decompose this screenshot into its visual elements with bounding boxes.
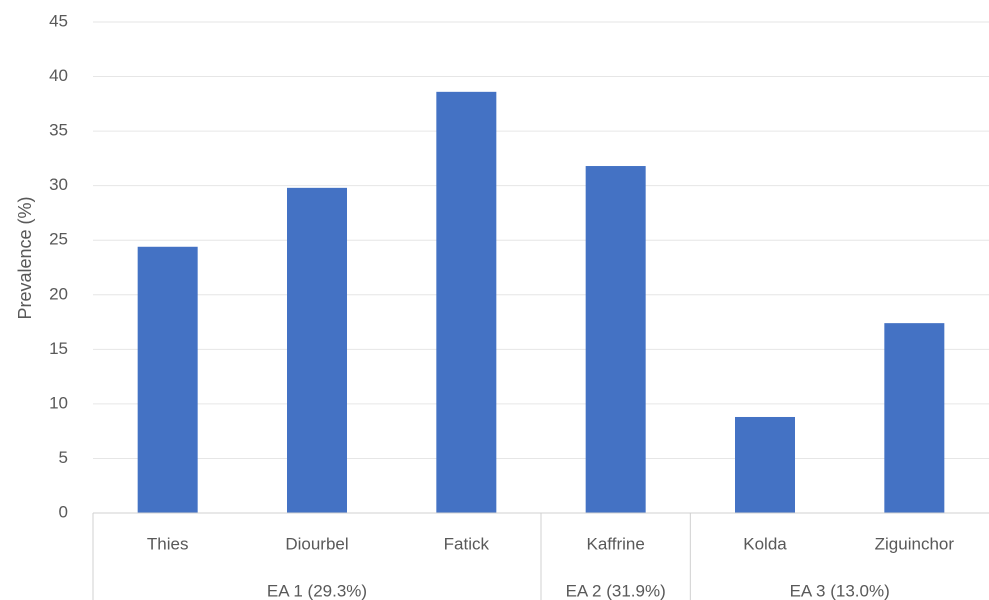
- y-tick-label: 10: [49, 393, 68, 412]
- y-tick-label: 25: [49, 230, 68, 249]
- y-axis-ticks: 0 5 10 15 20 25 30 35 40 45: [49, 11, 68, 521]
- x-group-label: EA 2 (31.9%): [566, 581, 666, 600]
- y-tick-label: 30: [49, 175, 68, 194]
- bar-kaffrine: [585, 166, 646, 513]
- bar-fatick: [436, 91, 497, 513]
- y-axis-title: Prevalence (%): [15, 196, 35, 319]
- y-tick-label: 5: [59, 448, 68, 467]
- bars: [137, 91, 945, 514]
- x-category-label: Thies: [147, 534, 189, 553]
- bar-diourbel: [287, 187, 347, 514]
- x-category-label: Diourbel: [285, 534, 348, 553]
- x-category-label: Fatick: [444, 534, 490, 553]
- y-tick-label: 20: [49, 284, 68, 303]
- x-category-label: Kolda: [743, 534, 787, 553]
- x-axis: Thies Diourbel Fatick Kaffrine Kolda Ziguinch…: [92, 512, 989, 600]
- y-tick-label: 0: [59, 502, 68, 521]
- bar-ziguinchor: [884, 323, 945, 513]
- x-group-label: EA 3 (13.0%): [790, 581, 890, 600]
- x-category-label: Kaffrine: [587, 534, 645, 553]
- bar-thies: [137, 246, 198, 513]
- x-category-label: Ziguinchor: [875, 534, 955, 553]
- x-group-label: EA 1 (29.3%): [267, 581, 367, 600]
- y-tick-label: 45: [49, 11, 68, 30]
- bar-kolda: [735, 416, 795, 513]
- y-tick-label: 40: [49, 66, 68, 85]
- gridlines: [93, 21, 989, 459]
- y-tick-label: 15: [49, 339, 68, 358]
- y-tick-label: 35: [49, 121, 68, 140]
